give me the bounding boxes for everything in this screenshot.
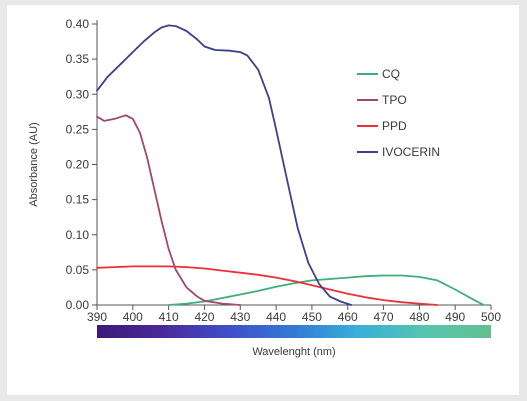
y-axis-label: Absorbance (AU) — [28, 122, 40, 206]
series-line-ppd — [96, 265, 439, 306]
x-tick-label: 390 — [87, 310, 107, 324]
y-tick-label: 0.00 — [66, 298, 90, 312]
x-tick-label: 430 — [230, 310, 250, 324]
y-tick-label: 0.05 — [66, 263, 90, 277]
legend-label-tpo: TPO — [382, 93, 407, 107]
legend-label-cq: CQ — [382, 67, 400, 81]
x-tick-label: 480 — [409, 310, 429, 324]
x-tick-label: 410 — [159, 310, 179, 324]
absorbance-chart: 0.00 0.05 0.10 0.15 0.20 0.25 0.30 0.35 0.40 390 4… — [28, 17, 501, 358]
legend-label-ivocerin: IVOCERIN — [382, 145, 440, 159]
series-group — [96, 24, 485, 306]
legend: CQ TPO PPD IVOCERIN — [357, 67, 440, 159]
y-tick-label: 0.30 — [66, 87, 90, 101]
x-tick-label: 400 — [123, 310, 143, 324]
y-tick-label: 0.25 — [66, 122, 90, 136]
y-tick-label: 0.40 — [66, 17, 90, 31]
legend-label-ppd: PPD — [382, 119, 407, 133]
series-line-cq — [167, 274, 485, 306]
x-tick-label: 420 — [194, 310, 214, 324]
x-axis-label: Wavelenght (nm) — [252, 346, 335, 358]
y-tick-label: 0.10 — [66, 228, 90, 242]
y-tick-label: 0.15 — [66, 193, 90, 207]
axes-group: 0.00 0.05 0.10 0.15 0.20 0.25 0.30 0.35 0.40 390 4… — [66, 17, 501, 338]
y-tick-label: 0.20 — [66, 158, 90, 172]
y-tick-label: 0.35 — [66, 52, 90, 66]
series-line-ivocerin — [96, 24, 353, 306]
x-tick-label: 490 — [445, 310, 465, 324]
x-tick-label: 460 — [338, 310, 358, 324]
series-line-tpo — [96, 114, 242, 306]
x-tick-label: 440 — [266, 310, 286, 324]
chart-card: 0.00 0.05 0.10 0.15 0.20 0.25 0.30 0.35 0.40 390 4… — [7, 5, 519, 395]
wavelength-color-bar — [97, 325, 491, 338]
x-tick-label: 450 — [302, 310, 322, 324]
x-tick-label: 470 — [374, 310, 394, 324]
x-tick-label: 500 — [481, 310, 501, 324]
